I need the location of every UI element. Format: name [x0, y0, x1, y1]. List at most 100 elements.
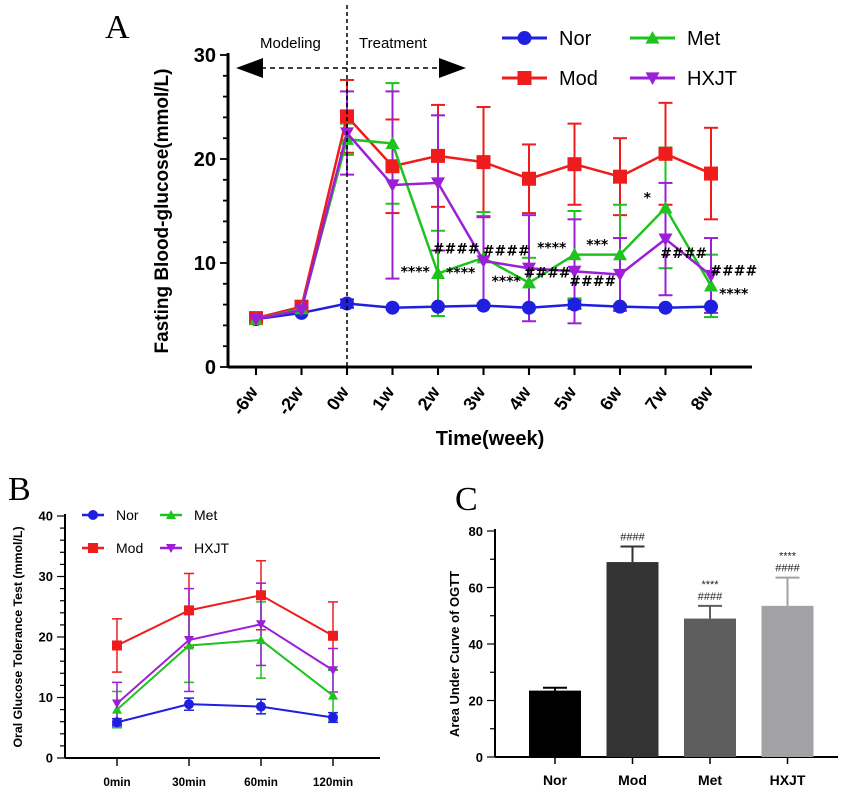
- phase-label-treatment: Treatment: [359, 35, 428, 52]
- data-point-mod: [328, 630, 338, 641]
- significance-label: ***: [586, 237, 609, 253]
- y-axis-label: Oral Glucose Tolerance Test (mmol/L): [11, 526, 25, 747]
- y-tick-label: 0: [476, 750, 483, 765]
- significance-label: ****: [537, 241, 567, 257]
- significance-label: ####: [569, 274, 616, 290]
- data-point-mod: [567, 157, 582, 172]
- x-tick-label: 7w: [641, 382, 672, 414]
- data-point-hxjt: [256, 620, 266, 630]
- significance-label: ####: [698, 591, 723, 603]
- x-tick-label: Mod: [618, 772, 647, 788]
- data-point-mod: [340, 109, 354, 124]
- data-point-mod: [431, 148, 445, 163]
- series-met: [112, 601, 338, 729]
- x-tick-label: 0w: [323, 382, 354, 414]
- legend-marker-hxjt: [645, 72, 660, 85]
- significance-label: ####: [433, 242, 480, 258]
- legend-label-hxjt: HXJT: [687, 68, 737, 90]
- significance-label: ####: [524, 266, 571, 282]
- panel-letter-c: C: [455, 481, 478, 518]
- x-tick-label: HXJT: [770, 772, 806, 788]
- y-tick-label: 30: [39, 569, 53, 584]
- data-point-nor: [385, 300, 400, 315]
- legend-marker-nor: [88, 510, 98, 520]
- data-point-nor: [613, 299, 627, 314]
- y-tick-label: 0: [205, 357, 216, 379]
- data-point-met: [112, 704, 122, 714]
- data-point-nor: [340, 296, 354, 311]
- panel-letter-b: B: [8, 471, 31, 508]
- data-point-hxjt: [476, 255, 491, 268]
- data-point-met: [704, 278, 718, 292]
- y-tick-label: 40: [39, 509, 53, 524]
- data-point-met: [567, 247, 582, 261]
- data-point-hxjt: [522, 262, 536, 276]
- legend-marker-met: [166, 510, 176, 519]
- x-tick-label: 1w: [368, 382, 399, 414]
- data-point-met: [431, 266, 445, 279]
- x-tick-label: Met: [698, 772, 722, 788]
- significance-label: ####: [483, 244, 530, 260]
- y-tick-label: 60: [469, 581, 483, 596]
- data-point-nor: [328, 712, 338, 723]
- data-point-mod: [112, 640, 122, 651]
- data-point-met: [256, 635, 266, 645]
- x-tick-label: 8w: [687, 382, 718, 414]
- legend-label-hxjt: HXJT: [194, 540, 229, 556]
- significance-label: ****: [719, 286, 749, 302]
- data-point-nor: [476, 298, 491, 313]
- x-tick-label: -6w: [228, 382, 262, 419]
- data-point-hxjt: [328, 666, 338, 676]
- x-tick-label: 6w: [596, 382, 627, 414]
- y-tick-label: 20: [469, 694, 483, 709]
- x-tick-label: 0min: [103, 776, 130, 789]
- data-point-mod: [613, 169, 627, 184]
- x-tick-label: 5w: [550, 382, 581, 414]
- data-point-mod: [184, 605, 194, 616]
- data-point-hxjt: [613, 268, 627, 282]
- data-point-mod: [256, 590, 266, 601]
- series-nor: [112, 697, 338, 727]
- x-tick-label: 120min: [313, 776, 353, 789]
- y-tick-label: 10: [194, 253, 216, 275]
- data-point-hxjt: [431, 177, 445, 190]
- data-point-nor: [567, 297, 582, 312]
- data-point-nor: [431, 299, 445, 314]
- y-tick-label: 80: [469, 524, 483, 539]
- y-tick-label: 20: [39, 630, 53, 645]
- series-line-met: [116, 638, 334, 711]
- significance-label: *: [644, 191, 652, 207]
- x-tick-label: Nor: [543, 772, 568, 788]
- phase-label-modeling: Modeling: [260, 35, 321, 52]
- legend-marker-met: [645, 31, 660, 44]
- x-tick-label: 30min: [172, 776, 206, 789]
- legend-marker-mod: [517, 71, 532, 85]
- y-axis-label: Fasting Blood-glucose(mmol/L): [152, 69, 173, 354]
- significance-label: ****: [446, 266, 476, 282]
- bar-nor: [529, 690, 581, 757]
- data-point-nor: [184, 699, 194, 710]
- significance-label: ****: [701, 579, 719, 591]
- data-point-mod: [476, 155, 491, 170]
- bar-hxjt: [761, 605, 814, 757]
- bar-met: [684, 618, 736, 757]
- significance-label: ****: [401, 265, 431, 281]
- right-arrow-icon: [439, 58, 466, 78]
- legend-marker-mod: [88, 543, 98, 553]
- significance-label: ####: [710, 263, 757, 279]
- series-line-hxjt: [116, 623, 334, 705]
- x-tick-label: 60min: [244, 776, 278, 789]
- series-line-mod: [116, 594, 334, 647]
- left-arrow-icon: [236, 58, 263, 78]
- bar-mod: [606, 562, 659, 757]
- data-point-nor: [658, 300, 673, 315]
- x-tick-label: 2w: [414, 382, 445, 414]
- data-point-met: [658, 200, 673, 214]
- data-point-met: [613, 247, 627, 261]
- y-tick-label: 30: [194, 45, 216, 67]
- legend-label-nor: Nor: [559, 28, 592, 50]
- x-tick-label: 4w: [505, 382, 536, 414]
- legend-label-met: Met: [194, 507, 217, 523]
- y-tick-label: 10: [39, 690, 53, 705]
- data-point-nor: [112, 717, 122, 728]
